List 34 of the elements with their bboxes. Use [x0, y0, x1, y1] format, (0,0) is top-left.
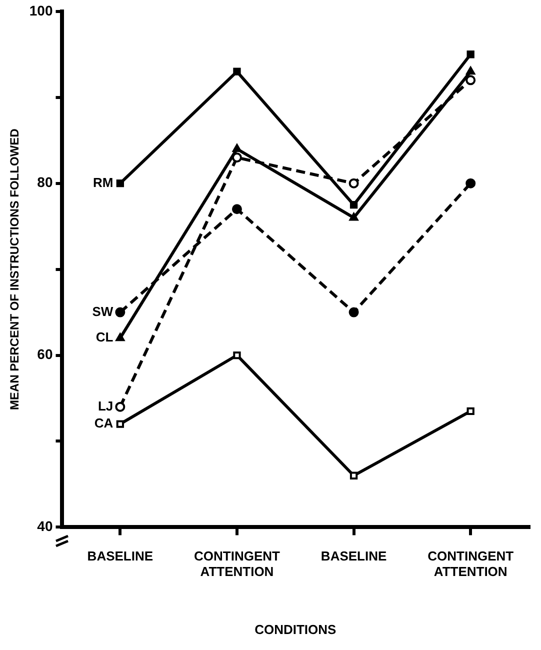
- x-tick-label: CONTINGENT ATTENTION: [428, 548, 514, 580]
- point: [115, 307, 126, 318]
- point: [466, 50, 474, 58]
- point: [116, 333, 125, 342]
- y-axis-title: MEAN PERCENT OF INSTRUCTIONS FOLLOWED: [8, 128, 22, 410]
- point: [466, 66, 476, 75]
- point: [466, 75, 476, 86]
- point: [232, 204, 242, 214]
- point: [348, 307, 359, 318]
- series-label: CA: [94, 416, 114, 431]
- point: [115, 402, 126, 412]
- y-tick-label: 60: [37, 346, 53, 362]
- x-tick-label: BASELINE: [320, 548, 387, 564]
- y-tick-label: 80: [37, 174, 53, 190]
- series-label: CL: [96, 330, 114, 345]
- point: [116, 180, 124, 188]
- x-tick-label: CONTINGENT ATTENTION: [194, 548, 280, 580]
- point: [233, 68, 241, 76]
- x-axis-title: CONDITIONS: [254, 622, 337, 637]
- point: [348, 178, 359, 188]
- y-tick-label: 40: [37, 518, 53, 534]
- point: [116, 420, 124, 428]
- point: [232, 144, 242, 152]
- point: [350, 200, 358, 209]
- series-label: SW: [92, 304, 114, 319]
- point: [466, 178, 476, 188]
- point: [349, 212, 358, 221]
- point: [233, 351, 241, 360]
- y-tick-label: 100: [29, 2, 53, 18]
- x-tick-label: BASELINE: [87, 548, 154, 564]
- series-label: RM: [92, 174, 114, 190]
- series-label: LJ: [98, 398, 114, 414]
- point: [350, 472, 358, 480]
- point: [466, 407, 474, 415]
